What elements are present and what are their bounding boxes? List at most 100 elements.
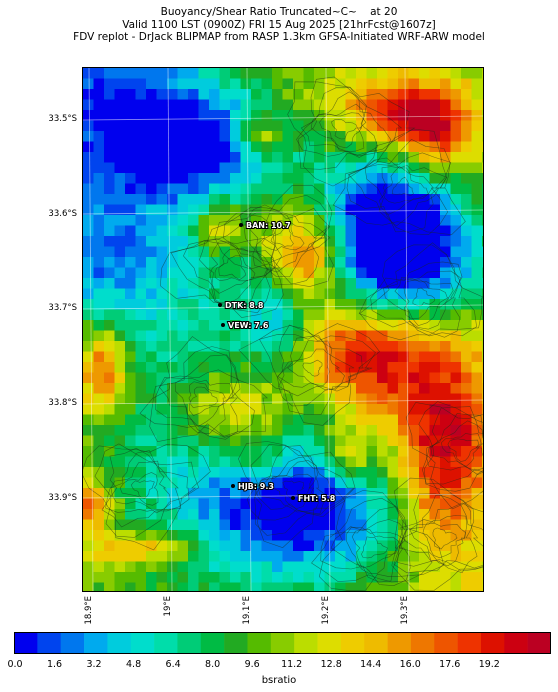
grid-cell (261, 561, 273, 573)
grid-cell (335, 204, 346, 216)
grid-cell (429, 173, 441, 184)
grid-cell (209, 435, 220, 447)
grid-cell (345, 267, 357, 279)
grid-cell (408, 183, 420, 195)
grid-cell (293, 320, 304, 331)
grid-cell (429, 194, 441, 205)
grid-cell (240, 488, 252, 499)
grid-cell (377, 204, 388, 216)
grid-cell (398, 477, 409, 489)
grid-cell (219, 225, 231, 237)
grid-cell (156, 131, 168, 142)
grid-cell (83, 173, 94, 184)
contour-line (378, 166, 434, 215)
grid-cell (377, 89, 388, 100)
grid-cell (450, 162, 462, 174)
grid-cell (450, 99, 462, 111)
grid-cell (167, 425, 178, 436)
grid-cell (419, 288, 430, 300)
grid-cell (303, 288, 315, 300)
grid-cell (104, 446, 115, 457)
grid-cell (83, 309, 94, 321)
grid-cell (450, 288, 462, 300)
grid-cell (125, 572, 136, 583)
grid-cell (146, 488, 157, 499)
grid-cell (419, 257, 430, 268)
grid-cell (398, 68, 409, 79)
grid-cell (167, 99, 178, 111)
grid-cell (387, 68, 399, 79)
grid-cell (314, 236, 325, 247)
grid-cell (156, 530, 168, 541)
contour-line (277, 339, 345, 391)
grid-cell (219, 288, 231, 300)
grid-cell (272, 183, 283, 195)
grid-cell (282, 173, 294, 184)
grid-cell (114, 267, 126, 279)
grid-cell (125, 383, 136, 394)
grid-cell (177, 173, 189, 184)
grid-cell (282, 446, 294, 457)
grid-cell (177, 183, 189, 195)
grid-cell (156, 372, 168, 384)
grid-cell (314, 120, 325, 132)
grid-cell (366, 162, 378, 174)
colorbar-swatch (317, 632, 342, 654)
grid-cell (366, 152, 378, 163)
grid-cell (177, 509, 189, 520)
grid-cell (167, 288, 178, 300)
grid-cell (146, 162, 157, 174)
grid-cell (114, 498, 126, 510)
grid-cell (398, 194, 409, 205)
grid-cell (282, 215, 294, 226)
colorbar-tick-label: 11.2 (281, 659, 303, 670)
grid-cell (146, 477, 157, 489)
grid-cell (230, 393, 241, 405)
grid-cell (240, 183, 252, 195)
grid-cell (261, 372, 273, 384)
grid-cell (177, 467, 189, 478)
grid-cell (146, 89, 157, 100)
grid-cell (419, 173, 430, 184)
grid-cell (83, 467, 94, 478)
grid-cell (230, 498, 241, 510)
grid-cell (104, 89, 115, 100)
grid-cell (345, 456, 357, 468)
grid-cell (482, 89, 483, 100)
grid-cell (198, 572, 210, 583)
grid-cell (188, 225, 199, 237)
grid-cell (135, 309, 147, 321)
grid-cell (324, 351, 336, 363)
colorbar (14, 632, 551, 654)
grid-cell (440, 120, 451, 132)
grid-cell (114, 288, 126, 300)
grid-cell (240, 110, 252, 121)
grid-cell (272, 89, 283, 100)
grid-cell (251, 99, 262, 111)
grid-cell (419, 425, 430, 436)
grid-cell (387, 362, 399, 373)
grid-cell (356, 414, 367, 426)
grid-cell (240, 582, 252, 591)
grid-cell (293, 530, 304, 541)
grid-cell (251, 278, 262, 289)
grid-cell (188, 246, 199, 258)
grid-cell (324, 498, 336, 510)
grid-cell (209, 99, 220, 111)
grid-cell (356, 488, 367, 499)
grid-cell (251, 477, 262, 489)
grid-cell (335, 99, 346, 111)
grid-cell (177, 383, 189, 394)
grid-cell (261, 194, 273, 205)
grid-cell (303, 110, 315, 121)
grid-cell (335, 225, 346, 237)
grid-cell (261, 110, 273, 121)
grid-cell (482, 246, 483, 258)
grid-cell (198, 110, 210, 121)
grid-cell (471, 456, 483, 468)
grid-cell (230, 173, 241, 184)
grid-cell (366, 120, 378, 132)
grid-cell (83, 257, 94, 268)
grid-cell (366, 456, 378, 468)
